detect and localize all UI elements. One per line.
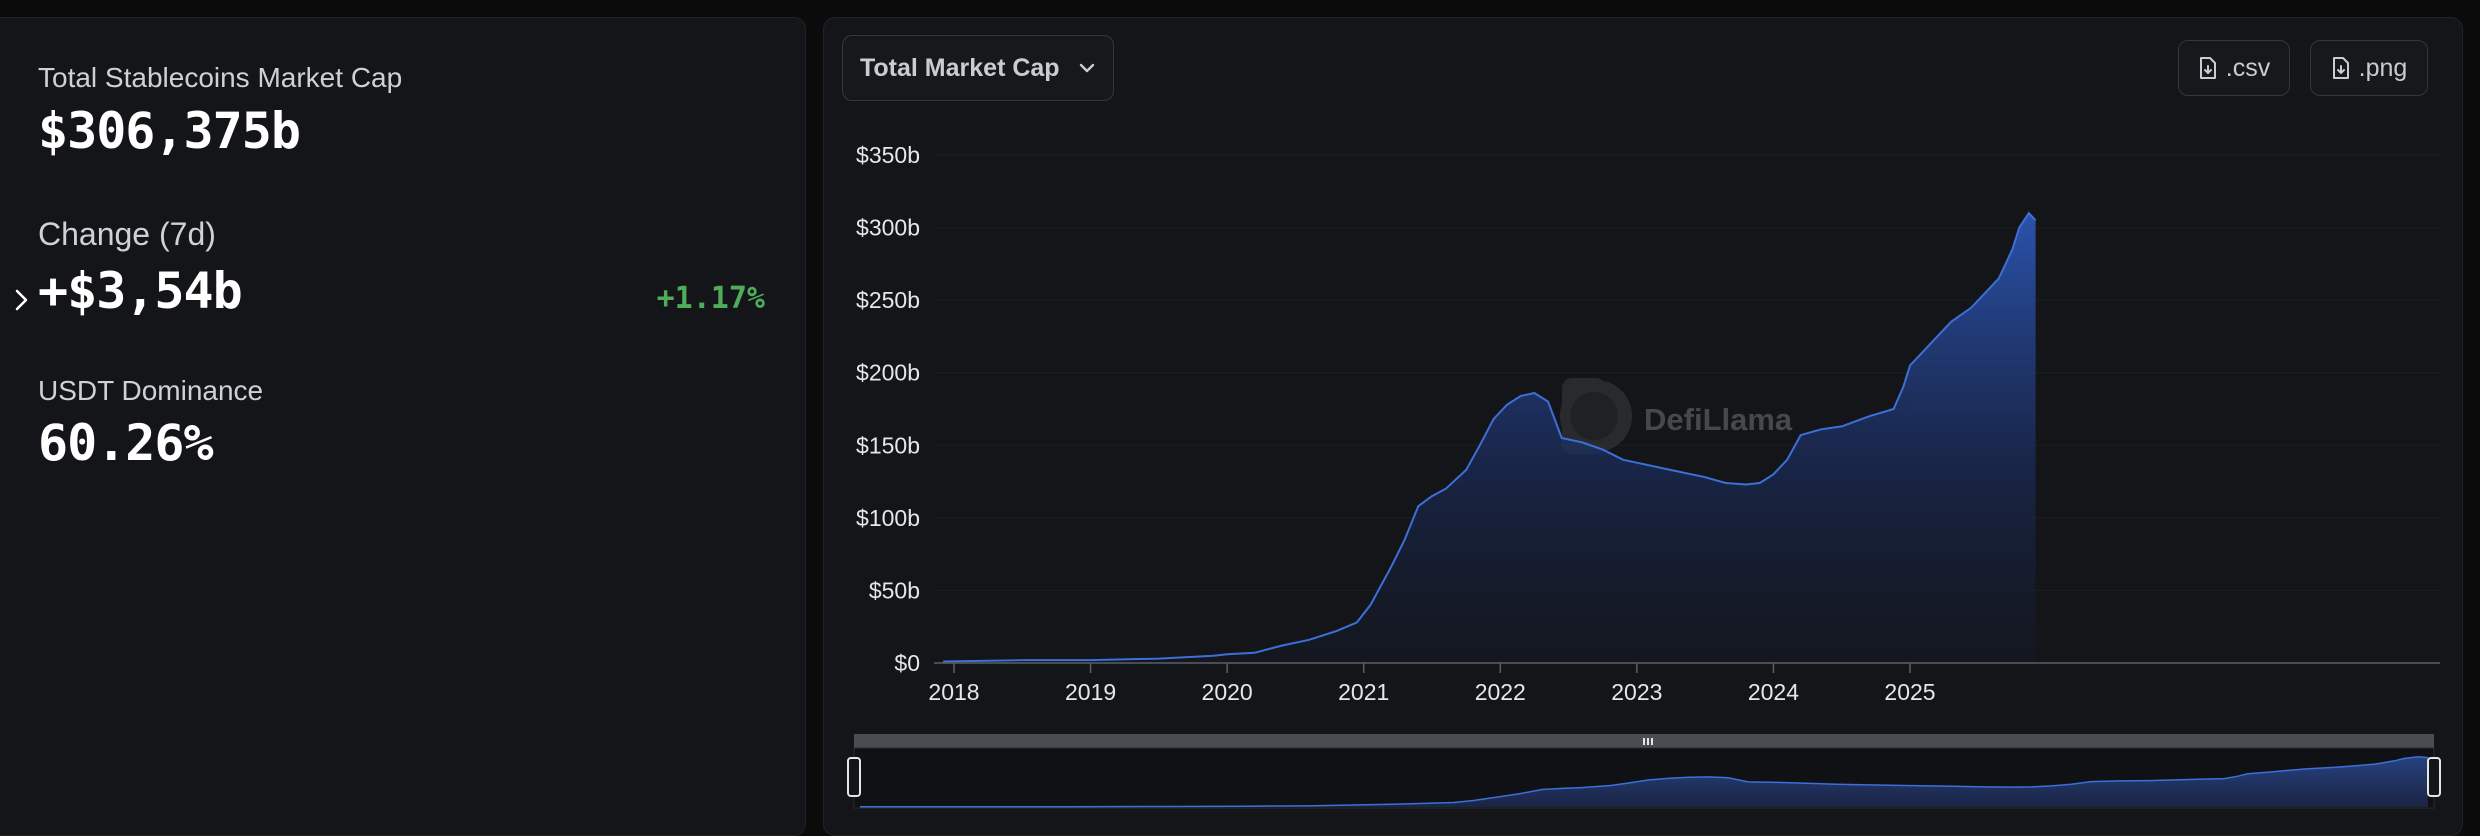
y-tick-label: $350b bbox=[856, 142, 920, 168]
x-tick-label: 2023 bbox=[1611, 679, 1662, 705]
x-tick-label: 2019 bbox=[1065, 679, 1116, 705]
change-value: +$3,54b bbox=[38, 262, 243, 320]
watermark: DefiLlama bbox=[1560, 378, 1793, 454]
grid-lines bbox=[934, 154, 2440, 591]
png-label: .png bbox=[2358, 53, 2408, 82]
x-axis: 2018 2019 2020 2021 2022 2023 2024 2025 bbox=[928, 663, 1936, 705]
x-tick-label: 2022 bbox=[1475, 679, 1526, 705]
file-download-icon bbox=[2332, 57, 2349, 79]
x-tick-label: 2018 bbox=[928, 679, 979, 705]
y-tick-label: $150b bbox=[856, 432, 920, 458]
download-csv-button[interactable]: .csv bbox=[2178, 40, 2290, 96]
chevron-down-icon bbox=[1079, 63, 1094, 73]
file-download-icon bbox=[2199, 57, 2216, 79]
y-tick-label: $300b bbox=[856, 215, 920, 241]
zoom-preview-area bbox=[860, 756, 2428, 807]
y-tick-label: $50b bbox=[869, 577, 920, 603]
market-cap-area bbox=[943, 213, 2036, 663]
change-label: Change (7d) bbox=[38, 216, 216, 252]
metric-select[interactable]: Total Market Cap bbox=[842, 35, 1114, 101]
y-axis: $0 $50b $100b $150b $200b $250b $300b $350b bbox=[856, 142, 920, 676]
download-png-button[interactable]: .png bbox=[2310, 40, 2428, 96]
change-percent: +1.17% bbox=[656, 281, 765, 316]
y-tick-label: $100b bbox=[856, 505, 920, 531]
x-tick-label: 2020 bbox=[1202, 679, 1253, 705]
zoom-handle-left[interactable] bbox=[847, 757, 861, 797]
metric-select-label: Total Market Cap bbox=[860, 53, 1060, 82]
market-cap-chart[interactable]: $0 $50b $100b $150b $200b $250b $300b $350b 201… bbox=[824, 18, 2464, 836]
zoom-preview-line bbox=[859, 756, 2429, 808]
market-cap-value: $306,375b bbox=[38, 102, 301, 160]
x-tick-label: 2024 bbox=[1748, 679, 1799, 705]
watermark-logo-inner bbox=[1570, 392, 1618, 440]
chevron-right-icon[interactable] bbox=[10, 288, 34, 312]
x-tick-label: 2021 bbox=[1338, 679, 1389, 705]
zoom-handle-right[interactable] bbox=[2427, 757, 2441, 797]
zoom-slider[interactable] bbox=[847, 734, 2441, 809]
y-tick-label: $200b bbox=[856, 360, 920, 386]
y-tick-label: $250b bbox=[856, 287, 920, 313]
market-cap-label: Total Stablecoins Market Cap bbox=[38, 62, 403, 93]
chart-panel: $0 $50b $100b $150b $200b $250b $300b $350b 201… bbox=[823, 17, 2463, 836]
market-cap-line bbox=[943, 211, 2037, 663]
dominance-value: 60.26% bbox=[38, 414, 214, 472]
watermark-text: DefiLlama bbox=[1644, 402, 1793, 437]
csv-label: .csv bbox=[2225, 53, 2271, 82]
dominance-label: USDT Dominance bbox=[38, 375, 264, 406]
stats-panel: Total Stablecoins Market Cap $306,375b C… bbox=[0, 17, 806, 836]
zoom-grip-icon[interactable] bbox=[1643, 738, 1653, 745]
y-tick-label: $0 bbox=[894, 650, 920, 676]
x-tick-label: 2025 bbox=[1884, 679, 1935, 705]
